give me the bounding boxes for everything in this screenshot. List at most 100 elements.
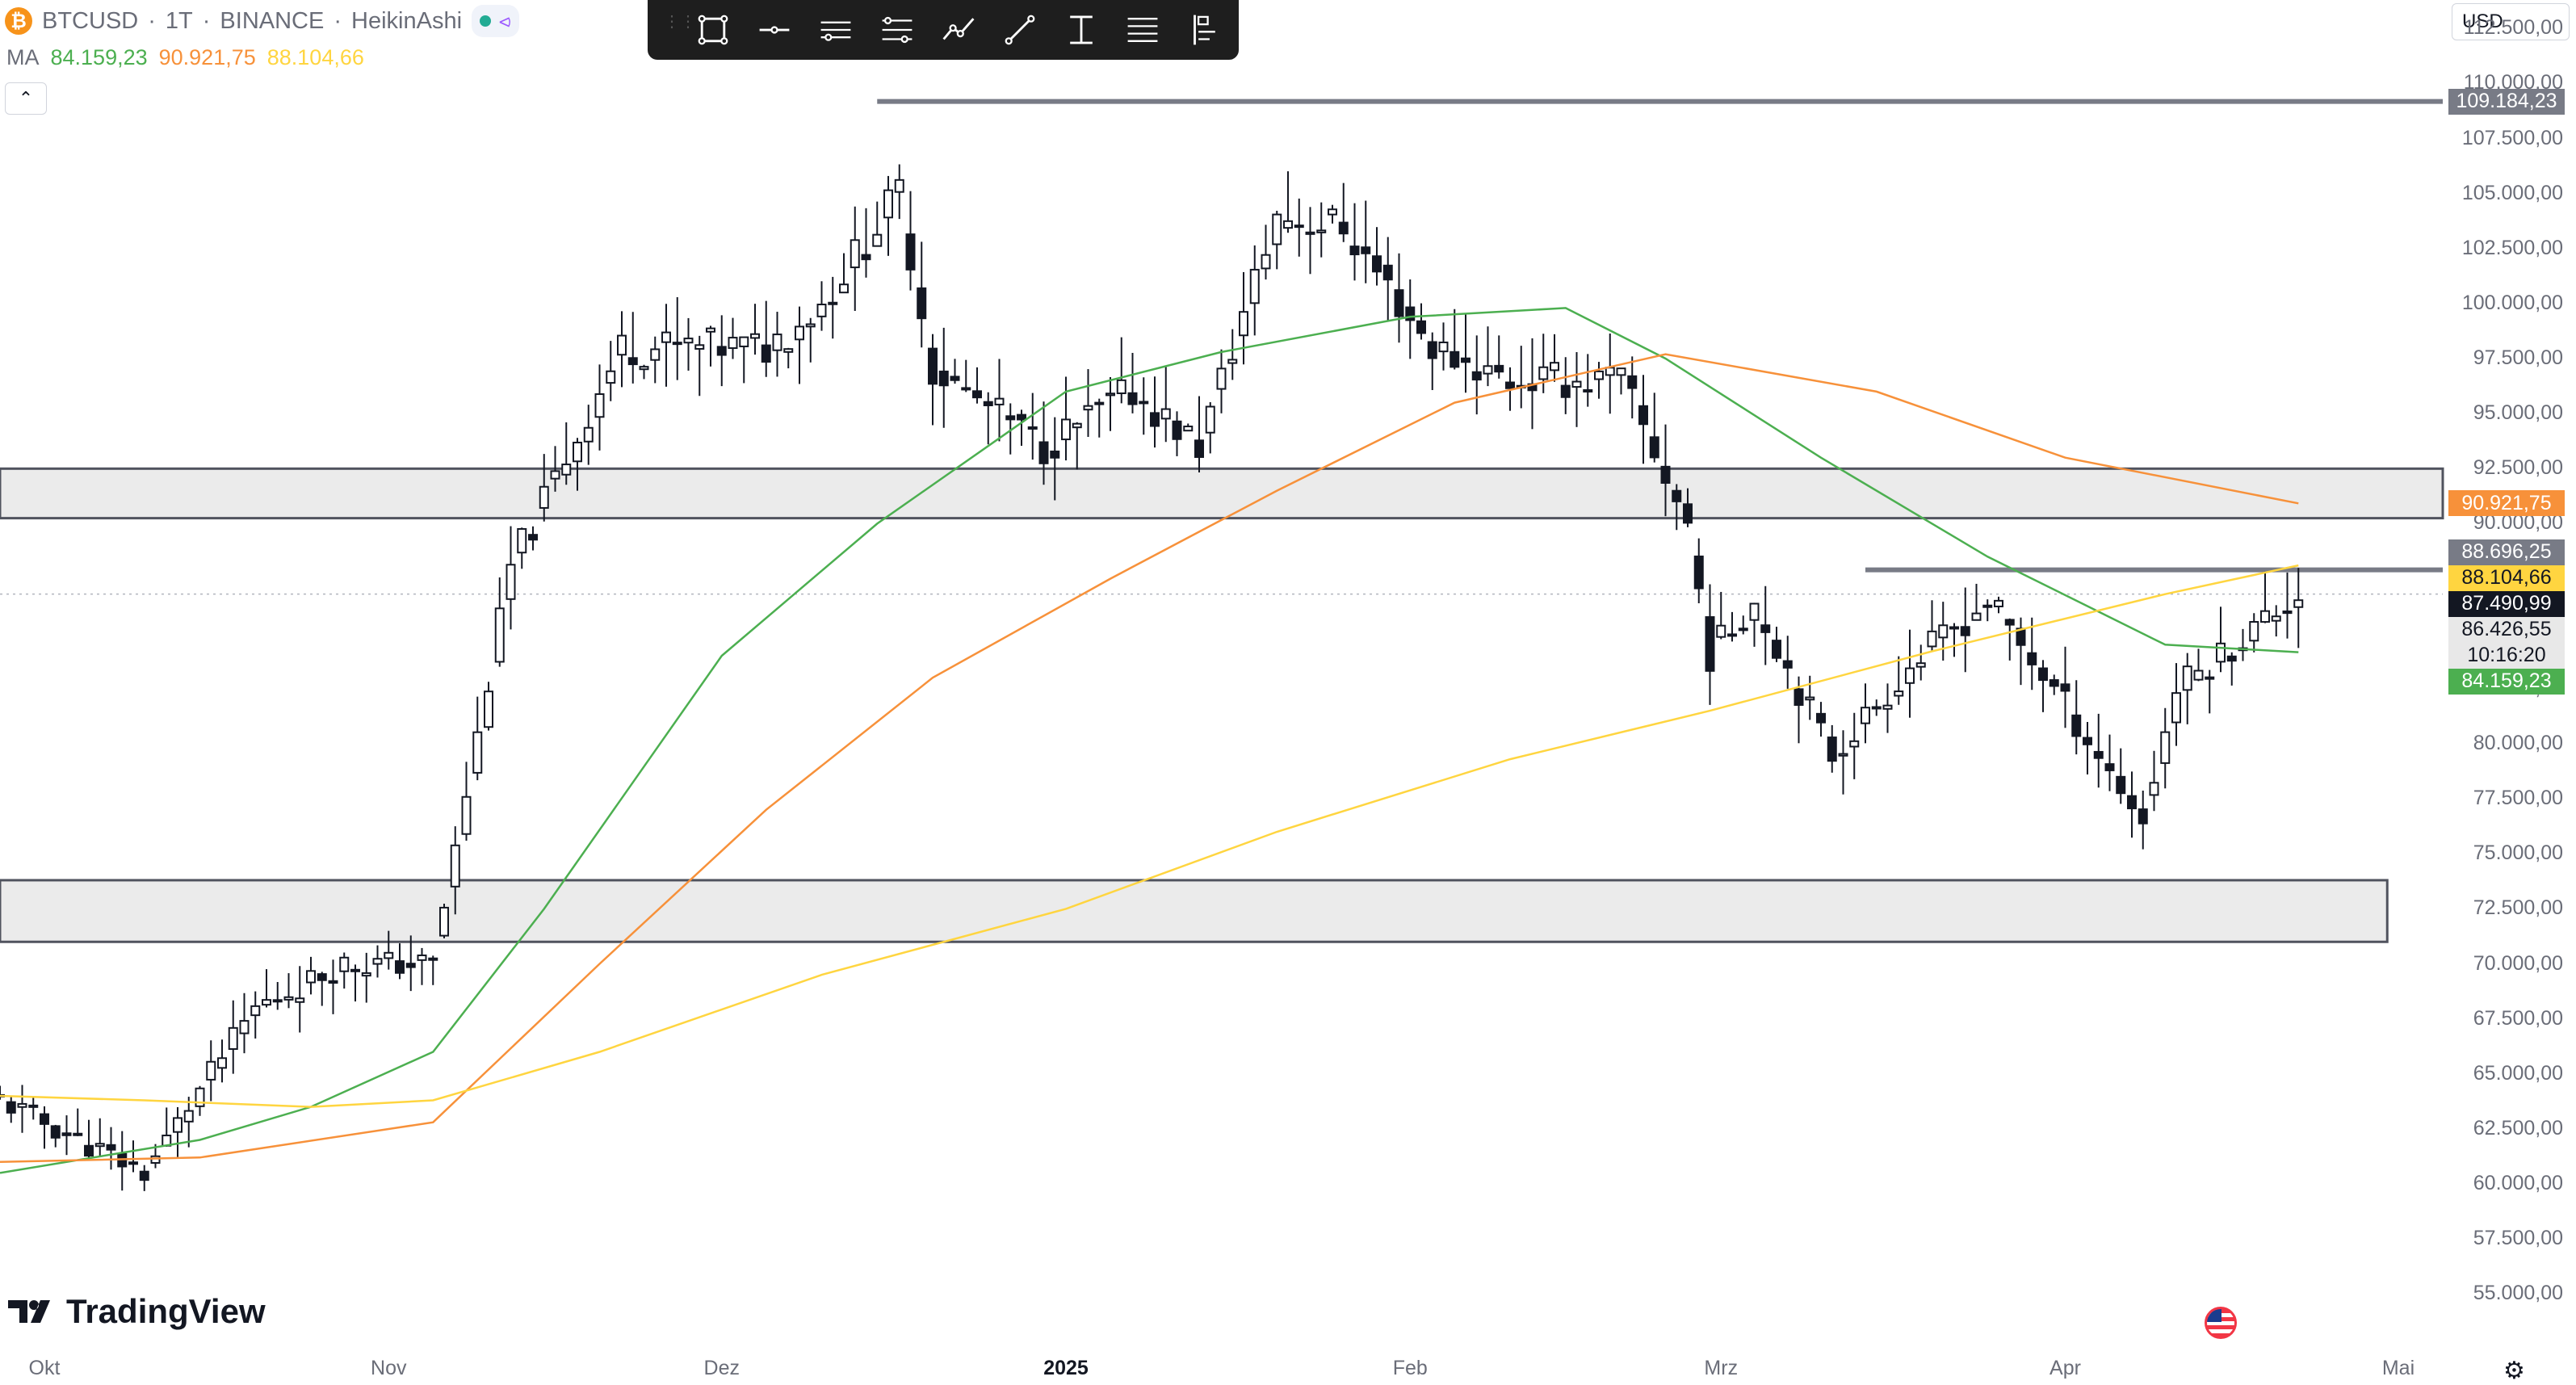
candle-body (1760, 624, 1771, 633)
moving-average-line-2 (0, 564, 2299, 1108)
candle-body (428, 957, 438, 961)
candle-body (1794, 688, 1804, 706)
symbol-row[interactable]: ₿ BTCUSD · 1T · BINANCE · HeikinAshi ⪦ (5, 5, 519, 37)
candle-body (262, 999, 271, 1006)
drag-handle-icon[interactable]: ⋮⋮ (664, 13, 696, 31)
candle-body (1782, 660, 1793, 669)
candle-body (2149, 782, 2159, 796)
candle-body (972, 390, 982, 399)
candle-body (1938, 624, 1949, 639)
candle-body (2071, 714, 2082, 737)
date-range-tool-button[interactable] (1053, 6, 1110, 54)
candle-body (1727, 633, 1737, 637)
candle-body (1105, 392, 1115, 397)
candle-body (1127, 392, 1138, 405)
candle-body (405, 963, 416, 968)
status-pill[interactable]: ⪦ (472, 5, 519, 37)
candle-body (1017, 413, 1026, 421)
candle-body (1338, 221, 1349, 235)
ma-value-slow: 88.104,66 (266, 45, 364, 69)
rectangle-tool-button[interactable] (685, 6, 741, 54)
candle-body (994, 397, 1005, 405)
time-tick-label: 2025 (1043, 1357, 1089, 1379)
share-icon[interactable]: ⪦ (499, 8, 511, 32)
candle-body (1738, 627, 1748, 632)
candle-body (1328, 208, 1337, 216)
candle-body (1160, 408, 1171, 420)
price-tick-label: 70.000,00 (2473, 951, 2563, 975)
brand-name: TradingView (66, 1292, 266, 1330)
candle-body (1172, 420, 1182, 440)
horizontal-ray-icon (820, 21, 851, 41)
parallel-channel-tool-button[interactable] (869, 6, 925, 54)
chart-style-label[interactable]: HeikinAshi (351, 7, 463, 34)
price-tick-label: 67.500,00 (2473, 1006, 2563, 1030)
candle-body (306, 970, 316, 984)
collapse-legend-button[interactable]: ⌃ (5, 82, 47, 115)
ma-legend[interactable]: MA 84.159,23 90.921,75 88.104,66 (6, 45, 364, 70)
fib-levels-tool-button[interactable] (1114, 6, 1171, 54)
path-tool-button[interactable] (930, 6, 987, 54)
candle-body (683, 338, 694, 344)
ma-value-mid: 90.921,75 (158, 45, 256, 69)
candle-body (450, 844, 460, 888)
symbol-name[interactable]: BTCUSD (42, 7, 139, 34)
candle-body (1838, 753, 1848, 757)
candle-body (2083, 737, 2092, 745)
candle-body (783, 348, 794, 353)
candle-body (716, 346, 727, 356)
candle-body (239, 1020, 250, 1035)
candle-body (1971, 612, 1982, 621)
us-flag-event-icon[interactable] (2205, 1307, 2237, 1339)
candle-body (1772, 640, 1781, 659)
candle-body (361, 972, 371, 977)
candle-body (94, 1143, 105, 1148)
candle-body (506, 564, 516, 600)
candle-body (1672, 489, 1682, 502)
candle-body (1227, 359, 1238, 364)
long-position-tool-button[interactable] (1176, 6, 1232, 54)
interval-label[interactable]: 1T (165, 7, 193, 34)
ma-label: MA (6, 45, 40, 69)
currency-selector[interactable]: USD (2452, 3, 2570, 40)
horizontal-line-tool-button[interactable] (746, 6, 803, 54)
candle-body (2293, 599, 2304, 608)
trend-line-tool-button[interactable] (992, 6, 1048, 54)
candle-body (805, 323, 816, 328)
candle-body (2182, 665, 2192, 691)
candle-body (2193, 669, 2204, 681)
candle-body (1316, 229, 1327, 233)
candle-body (1450, 350, 1460, 368)
price-tick-label: 102.500,00 (2461, 236, 2563, 259)
candle-body (1294, 225, 1304, 229)
candle-body (1027, 426, 1038, 430)
candle-body (573, 441, 582, 463)
candle-body (1960, 626, 1970, 636)
candle-body (350, 968, 360, 972)
tradingview-logo[interactable]: TradingView (8, 1292, 266, 1331)
candle-body (1216, 367, 1227, 390)
candle-body (1461, 357, 1471, 363)
rectangle-icon (698, 15, 728, 45)
price-tick-label: 62.500,00 (2473, 1116, 2563, 1139)
candle-body (1349, 246, 1360, 256)
candle-body (739, 336, 749, 347)
candle-body (639, 366, 649, 371)
candle-body (384, 951, 394, 959)
candle-body (2160, 731, 2171, 764)
candle-body (894, 178, 904, 193)
price-tick-label: 92.500,00 (2473, 456, 2563, 480)
market-open-icon (480, 15, 492, 27)
candle-body (372, 958, 383, 965)
price-tag: 87.490,99 (2448, 590, 2565, 617)
candle-body (1139, 401, 1149, 405)
candle-body (1505, 381, 1515, 389)
horizontal-ray-tool-button[interactable] (808, 6, 864, 54)
candle-body (606, 370, 616, 384)
candle-body (550, 470, 560, 480)
time-tick-label: Feb (1392, 1357, 1428, 1379)
settings-gear-icon[interactable]: ⚙ (2503, 1358, 2525, 1384)
price-tick-label: 107.500,00 (2461, 126, 2563, 149)
candle-body (1116, 379, 1126, 395)
